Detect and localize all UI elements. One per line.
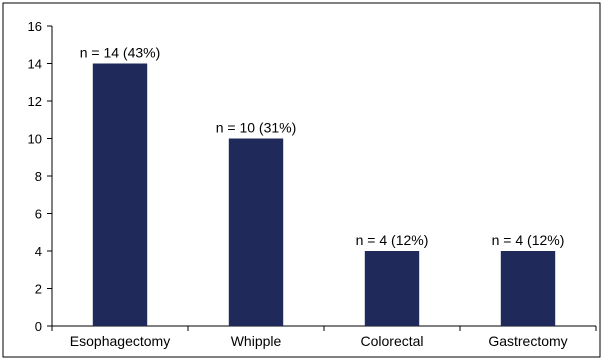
y-tick-label: 12 (28, 94, 42, 109)
y-axis: 0 2 4 6 8 10 12 14 16 (28, 19, 53, 334)
y-tick-label: 10 (28, 132, 42, 147)
y-tick-label: 4 (35, 244, 42, 259)
bar-esophagectomy (92, 63, 148, 326)
y-tick-label: 0 (35, 319, 42, 334)
x-category-label: Whipple (231, 333, 282, 349)
y-tick-label: 16 (28, 19, 42, 34)
x-category-label: Colorectal (360, 333, 423, 349)
y-tick-label: 14 (28, 57, 42, 72)
bars (92, 63, 556, 326)
bar-data-label: n = 14 (43%) (80, 45, 161, 61)
bar-data-label: n = 4 (12%) (492, 232, 565, 248)
bar-data-label: n = 10 (31%) (216, 120, 297, 136)
data-labels: n = 14 (43%) n = 10 (31%) n = 4 (12%) n = 4… (80, 45, 565, 249)
bar-data-label: n = 4 (12%) (356, 232, 429, 248)
x-category-label: Esophagectomy (70, 333, 170, 349)
y-tick-label: 6 (35, 207, 42, 222)
bar-colorectal (364, 251, 420, 326)
x-category-label: Gastrectomy (488, 333, 567, 349)
y-tick-label: 2 (35, 282, 42, 297)
bar-whipple (228, 138, 284, 326)
y-tick-label: 8 (35, 169, 42, 184)
bar-gastrectomy (500, 251, 556, 326)
